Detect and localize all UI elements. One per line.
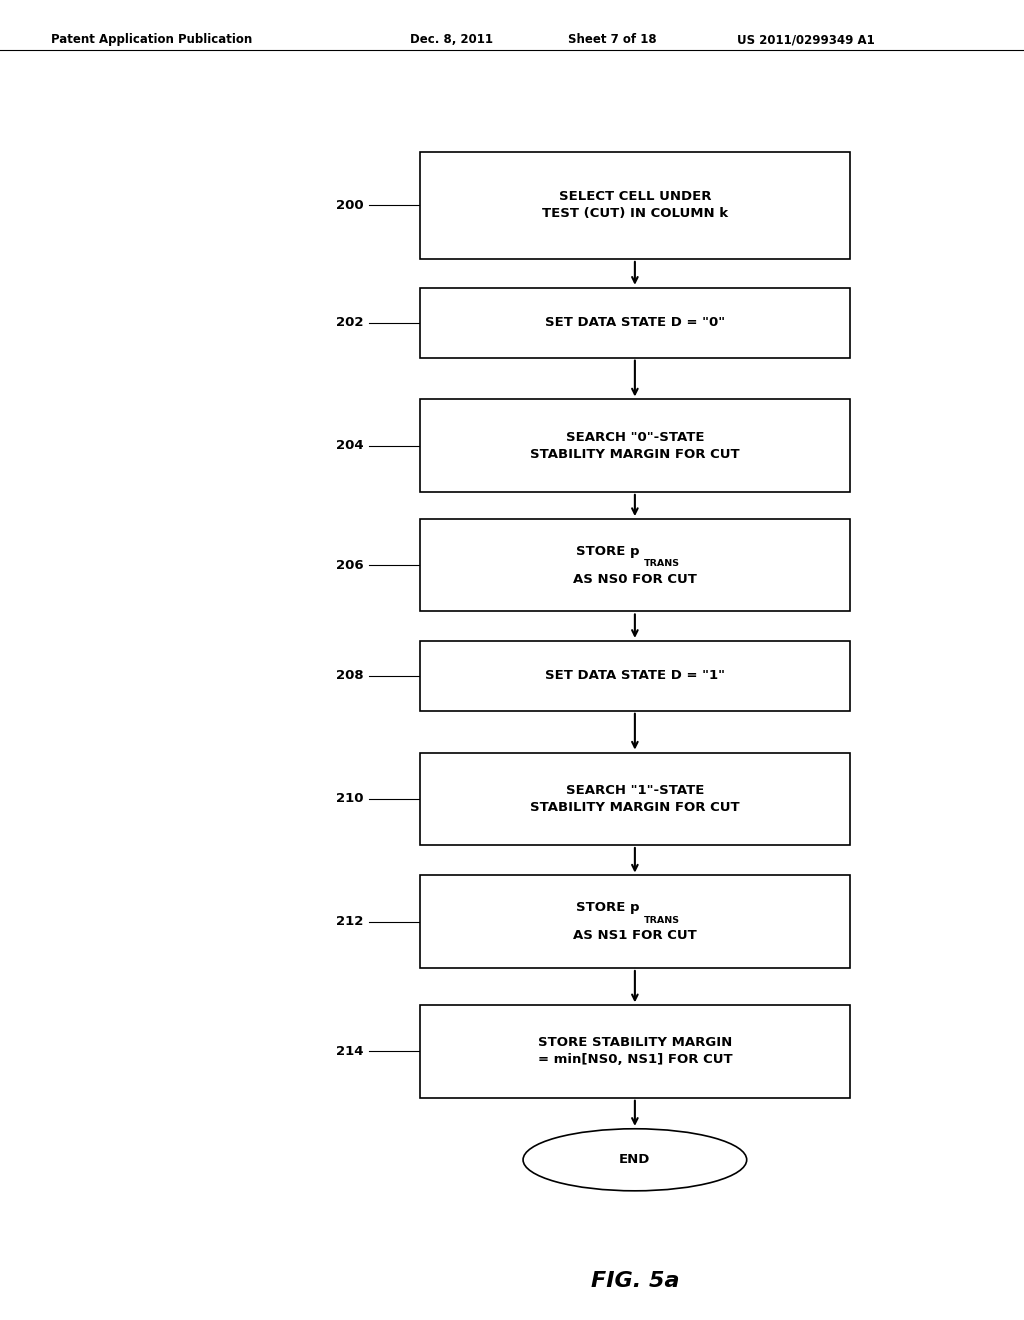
Text: p: p: [630, 545, 639, 558]
Text: TRANS: TRANS: [644, 916, 680, 925]
FancyBboxPatch shape: [420, 875, 850, 968]
FancyBboxPatch shape: [420, 288, 850, 358]
Text: Sheet 7 of 18: Sheet 7 of 18: [568, 33, 657, 46]
Text: SET DATA STATE D = "1": SET DATA STATE D = "1": [545, 669, 725, 682]
Text: SELECT CELL UNDER
TEST (CUT) IN COLUMN k: SELECT CELL UNDER TEST (CUT) IN COLUMN k: [542, 190, 728, 220]
Text: SEARCH "0"-STATE
STABILITY MARGIN FOR CUT: SEARCH "0"-STATE STABILITY MARGIN FOR CU…: [530, 430, 739, 461]
Text: 202: 202: [336, 317, 364, 329]
Text: 208: 208: [336, 669, 364, 682]
Text: 204: 204: [336, 440, 364, 453]
Text: SET DATA STATE D = "0": SET DATA STATE D = "0": [545, 317, 725, 329]
Text: 206: 206: [336, 558, 364, 572]
Text: p: p: [630, 902, 639, 915]
Text: STORE: STORE: [575, 902, 630, 915]
Text: 212: 212: [336, 915, 364, 928]
FancyBboxPatch shape: [420, 519, 850, 611]
FancyBboxPatch shape: [420, 752, 850, 845]
Text: Dec. 8, 2011: Dec. 8, 2011: [410, 33, 493, 46]
Text: Patent Application Publication: Patent Application Publication: [51, 33, 253, 46]
Text: STORE STABILITY MARGIN
= min[NS0, NS1] FOR CUT: STORE STABILITY MARGIN = min[NS0, NS1] F…: [538, 1036, 732, 1067]
Text: SEARCH "1"-STATE
STABILITY MARGIN FOR CUT: SEARCH "1"-STATE STABILITY MARGIN FOR CU…: [530, 784, 739, 813]
Text: FIG. 5a: FIG. 5a: [591, 1271, 679, 1291]
Text: END: END: [620, 1154, 650, 1167]
Text: 200: 200: [336, 199, 364, 211]
FancyBboxPatch shape: [420, 640, 850, 710]
Text: 214: 214: [336, 1045, 364, 1059]
Text: 210: 210: [336, 792, 364, 805]
Text: US 2011/0299349 A1: US 2011/0299349 A1: [737, 33, 876, 46]
Ellipse shape: [523, 1129, 746, 1191]
Text: AS NS0 FOR CUT: AS NS0 FOR CUT: [573, 573, 696, 586]
Text: STORE: STORE: [575, 545, 630, 558]
FancyBboxPatch shape: [420, 400, 850, 492]
FancyBboxPatch shape: [420, 152, 850, 259]
FancyBboxPatch shape: [420, 1006, 850, 1098]
Text: AS NS1 FOR CUT: AS NS1 FOR CUT: [573, 929, 696, 942]
Text: TRANS: TRANS: [644, 560, 680, 568]
